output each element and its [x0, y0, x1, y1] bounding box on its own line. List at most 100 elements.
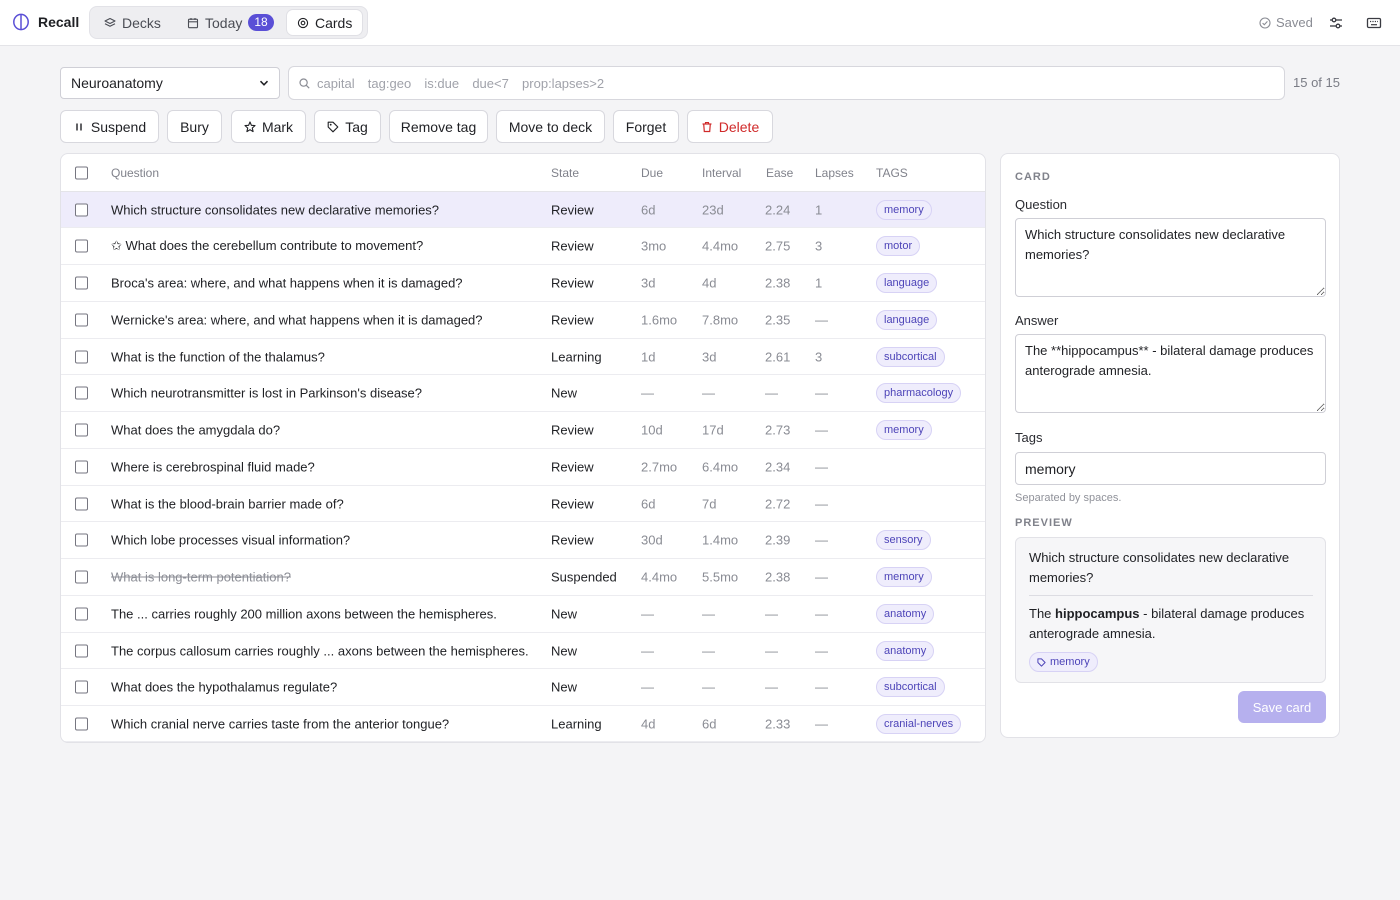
- row-tags: memory: [876, 420, 932, 440]
- table-row[interactable]: Where is cerebrospinal fluid made? Review…: [61, 449, 985, 486]
- table-row[interactable]: Which structure consolidates new declara…: [61, 192, 985, 228]
- tab-decks-label: Decks: [122, 14, 161, 31]
- tag-chip[interactable]: memory: [876, 199, 932, 220]
- row-state: New: [551, 606, 578, 622]
- app-name: Recall: [38, 14, 80, 30]
- tag-chip[interactable]: language: [876, 273, 938, 293]
- row-checkbox[interactable]: [75, 680, 88, 694]
- row-question: Broca's area: where, and what happens wh…: [111, 275, 463, 291]
- forget-label: Forget: [625, 118, 667, 135]
- table-row[interactable]: The ... carries roughly 200 million axon…: [61, 596, 985, 633]
- suspend-button[interactable]: Suspend: [60, 110, 159, 143]
- tag-chip[interactable]: subcortical: [876, 677, 945, 697]
- tag-chip[interactable]: memory: [876, 420, 932, 440]
- row-checkbox[interactable]: [75, 717, 88, 730]
- col-tags[interactable]: TAGS: [876, 166, 908, 180]
- row-checkbox[interactable]: [75, 533, 88, 547]
- col-ease[interactable]: Ease: [766, 166, 794, 180]
- keyboard-icon[interactable]: [1366, 15, 1382, 31]
- deck-select[interactable]: Neuroanatomy: [60, 67, 280, 99]
- table-row[interactable]: What does the hypothalamus regulate? New —…: [61, 669, 985, 706]
- row-interval: 23d: [702, 202, 724, 217]
- table-row[interactable]: What is long-term potentiation? Suspended…: [61, 559, 985, 596]
- row-checkbox[interactable]: [75, 644, 88, 657]
- row-lapses: 1: [815, 275, 823, 291]
- row-checkbox[interactable]: [75, 607, 88, 621]
- tags-hint: Separated by spaces.: [1015, 492, 1122, 504]
- col-due[interactable]: Due: [641, 166, 664, 180]
- row-checkbox[interactable]: [75, 460, 88, 474]
- row-interval: 6.4mo: [702, 459, 739, 475]
- row-due: 4d: [641, 716, 656, 731]
- remove-tag-button[interactable]: Remove tag: [389, 110, 488, 143]
- tags-label: Tags: [1015, 430, 1043, 445]
- sliders-icon[interactable]: [1328, 15, 1344, 31]
- row-question: Which structure consolidates new declara…: [111, 202, 440, 217]
- preview-answer-bold: hippocampus: [1055, 606, 1140, 621]
- save-card-button[interactable]: Save card: [1238, 691, 1326, 723]
- row-interval: —: [702, 643, 715, 658]
- tag-button[interactable]: Tag: [314, 110, 381, 143]
- tag-chip[interactable]: memory: [876, 567, 932, 587]
- table-row[interactable]: What is the function of the thalamus? Lea…: [61, 339, 985, 375]
- search-icon: [299, 78, 310, 89]
- row-state: Review: [551, 202, 594, 217]
- table-row[interactable]: What does the amygdala do? Review 10d 17d 2.…: [61, 412, 985, 449]
- col-interval[interactable]: Interval: [702, 166, 742, 180]
- forget-button[interactable]: Forget: [613, 110, 679, 143]
- col-state[interactable]: State: [551, 166, 580, 180]
- row-state: New: [551, 643, 578, 658]
- row-lapses: —: [815, 643, 828, 658]
- question-textarea[interactable]: Which structure consolidates new declara…: [1015, 218, 1326, 297]
- tag-chip[interactable]: anatomy: [876, 640, 935, 661]
- tag-chip[interactable]: subcortical: [876, 346, 945, 367]
- table-row[interactable]: The corpus callosum carries roughly ... …: [61, 633, 985, 669]
- suspend-label: Suspend: [90, 118, 147, 135]
- table-row[interactable]: Which neurotransmitter is lost in Parkin…: [61, 375, 985, 412]
- answer-textarea[interactable]: The **hippocampus** - bilateral damage p…: [1015, 334, 1326, 413]
- table-row[interactable]: Wernicke's area: where, and what happens…: [61, 302, 985, 339]
- tag-chip[interactable]: motor: [876, 236, 921, 256]
- row-checkbox[interactable]: [75, 203, 88, 216]
- tags-input[interactable]: [1015, 452, 1326, 485]
- row-checkbox[interactable]: [75, 276, 88, 290]
- search-input[interactable]: [317, 67, 1277, 99]
- row-tags: pharmacology: [876, 383, 962, 403]
- select-all-checkbox[interactable]: [75, 166, 88, 179]
- tag-chip[interactable]: anatomy: [876, 604, 935, 624]
- tab-decks[interactable]: Decks: [94, 10, 171, 35]
- tag-chip[interactable]: cranial-nerves: [876, 713, 962, 734]
- row-checkbox[interactable]: [75, 313, 88, 327]
- table-row[interactable]: What is the blood-brain barrier made of?…: [61, 486, 985, 522]
- row-checkbox[interactable]: [75, 423, 88, 437]
- mark-button[interactable]: Mark: [231, 110, 306, 143]
- save-status: Saved: [1259, 15, 1313, 30]
- table-row[interactable]: ✩ What does the cerebellum contribute to…: [61, 228, 985, 265]
- tab-cards[interactable]: Cards: [287, 10, 363, 35]
- row-checkbox[interactable]: [75, 350, 88, 363]
- tag-chip[interactable]: sensory: [876, 530, 931, 550]
- row-due: 10d: [641, 422, 663, 438]
- tag-chip[interactable]: language: [876, 310, 938, 330]
- table-row[interactable]: Broca's area: where, and what happens wh…: [61, 265, 985, 302]
- tag-chip[interactable]: pharmacology: [876, 383, 962, 403]
- col-question[interactable]: Question: [111, 166, 160, 180]
- move-to-deck-button[interactable]: Move to deck: [496, 110, 605, 143]
- col-lapses[interactable]: Lapses: [815, 166, 854, 180]
- brand[interactable]: Recall: [12, 13, 79, 31]
- bury-button[interactable]: Bury: [167, 110, 222, 143]
- row-lapses: —: [815, 385, 828, 401]
- row-checkbox[interactable]: [75, 386, 88, 400]
- row-state: Suspended: [551, 569, 617, 585]
- row-checkbox[interactable]: [75, 239, 88, 253]
- tab-today[interactable]: Today 18: [177, 10, 284, 35]
- row-checkbox[interactable]: [75, 570, 88, 584]
- preview-divider: [1029, 595, 1313, 596]
- row-checkbox[interactable]: [75, 497, 88, 510]
- row-tags: memory: [876, 567, 932, 587]
- table-row[interactable]: Which lobe processes visual information?…: [61, 522, 985, 559]
- table-row[interactable]: Which cranial nerve carries taste from t…: [61, 706, 985, 742]
- row-question: Wernicke's area: where, and what happens…: [111, 312, 483, 328]
- delete-button[interactable]: Delete: [687, 110, 773, 143]
- row-question: What is the blood-brain barrier made of?: [111, 496, 344, 511]
